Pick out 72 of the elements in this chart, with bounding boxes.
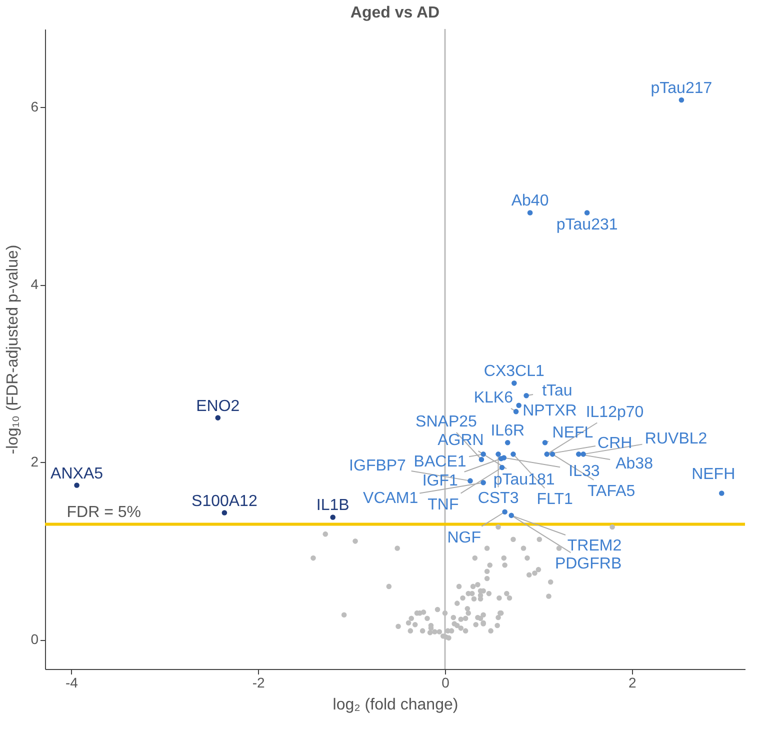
annotation: NGF bbox=[447, 529, 482, 546]
y-tick-label: 2 bbox=[30, 454, 39, 470]
annotation: IGF1 bbox=[422, 472, 458, 490]
chart-title: Aged vs AD bbox=[350, 4, 440, 22]
annotation: CST3 bbox=[478, 490, 519, 508]
x-tick-label: -4 bbox=[65, 674, 78, 690]
annotation: ENO2 bbox=[196, 398, 240, 415]
x-tick-label: -2 bbox=[252, 674, 266, 690]
annotation: KLK6 bbox=[474, 389, 514, 406]
annotation: TAFA5 bbox=[587, 482, 636, 500]
x-tick-label: 0 bbox=[442, 674, 450, 690]
point bbox=[468, 478, 473, 484]
point bbox=[513, 408, 519, 414]
point bbox=[480, 452, 486, 457]
annotation: IL6R bbox=[490, 422, 525, 440]
point bbox=[501, 455, 507, 460]
point bbox=[480, 480, 486, 486]
annotation: Ab40 bbox=[511, 192, 549, 210]
point bbox=[584, 210, 590, 216]
annotation: pTau181 bbox=[493, 472, 555, 489]
annotation: SNAP25 bbox=[416, 413, 478, 430]
annotation: NPTXR bbox=[522, 402, 577, 420]
point bbox=[496, 452, 501, 457]
annotation: pTau217 bbox=[650, 80, 712, 98]
annotation: pTau231 bbox=[556, 216, 618, 234]
point bbox=[550, 452, 556, 457]
annotation: CX3CL1 bbox=[484, 363, 544, 380]
annotation: VCAM1 bbox=[363, 490, 418, 508]
point bbox=[512, 380, 517, 386]
point bbox=[580, 452, 586, 457]
annotation: S100A12 bbox=[192, 492, 258, 510]
point bbox=[576, 452, 582, 457]
point bbox=[478, 456, 484, 462]
annotation: NEFH bbox=[692, 466, 736, 483]
point bbox=[508, 512, 514, 518]
annotation: FLT1 bbox=[536, 491, 574, 508]
annotation: IGFBP7 bbox=[349, 457, 406, 474]
point bbox=[544, 452, 550, 457]
annotation: IL12p70 bbox=[586, 404, 644, 421]
point bbox=[215, 415, 221, 420]
point bbox=[510, 452, 516, 457]
point bbox=[527, 210, 533, 216]
annotation: NEFL bbox=[552, 424, 594, 442]
annotation: FDR = 5% bbox=[66, 504, 142, 522]
annotation: AGRN bbox=[438, 432, 484, 450]
annotation: Ab38 bbox=[616, 456, 654, 473]
point bbox=[678, 97, 684, 103]
annotation: RUVBL2 bbox=[644, 430, 708, 448]
point bbox=[499, 464, 505, 470]
point bbox=[222, 510, 228, 516]
y-tick-label: 6 bbox=[30, 98, 39, 115]
point bbox=[542, 440, 548, 446]
annotation: CRH bbox=[598, 434, 632, 452]
annotation: TNF bbox=[428, 496, 459, 514]
annotation: IL33 bbox=[568, 463, 600, 480]
point bbox=[74, 482, 80, 488]
x-axis-title: log₂ (fold change) bbox=[332, 696, 458, 714]
annotation: ANXA5 bbox=[50, 465, 104, 482]
point bbox=[330, 514, 336, 520]
x-tick-label: 2 bbox=[628, 674, 637, 690]
annotation: tTau bbox=[542, 382, 572, 400]
y-axis-title: -log₁₀ (FDR-adjusted p-value) bbox=[4, 244, 22, 454]
point bbox=[502, 509, 508, 515]
annotation: IL1B bbox=[316, 497, 350, 514]
y-tick-label: 0 bbox=[30, 631, 39, 648]
y-tick-label: 4 bbox=[30, 276, 39, 292]
point bbox=[504, 440, 510, 446]
annotation: BACE1 bbox=[414, 453, 466, 470]
annotation: TREM2 bbox=[567, 537, 622, 554]
point bbox=[718, 490, 724, 496]
point bbox=[524, 392, 529, 398]
annotation: PDGFRB bbox=[554, 556, 622, 573]
